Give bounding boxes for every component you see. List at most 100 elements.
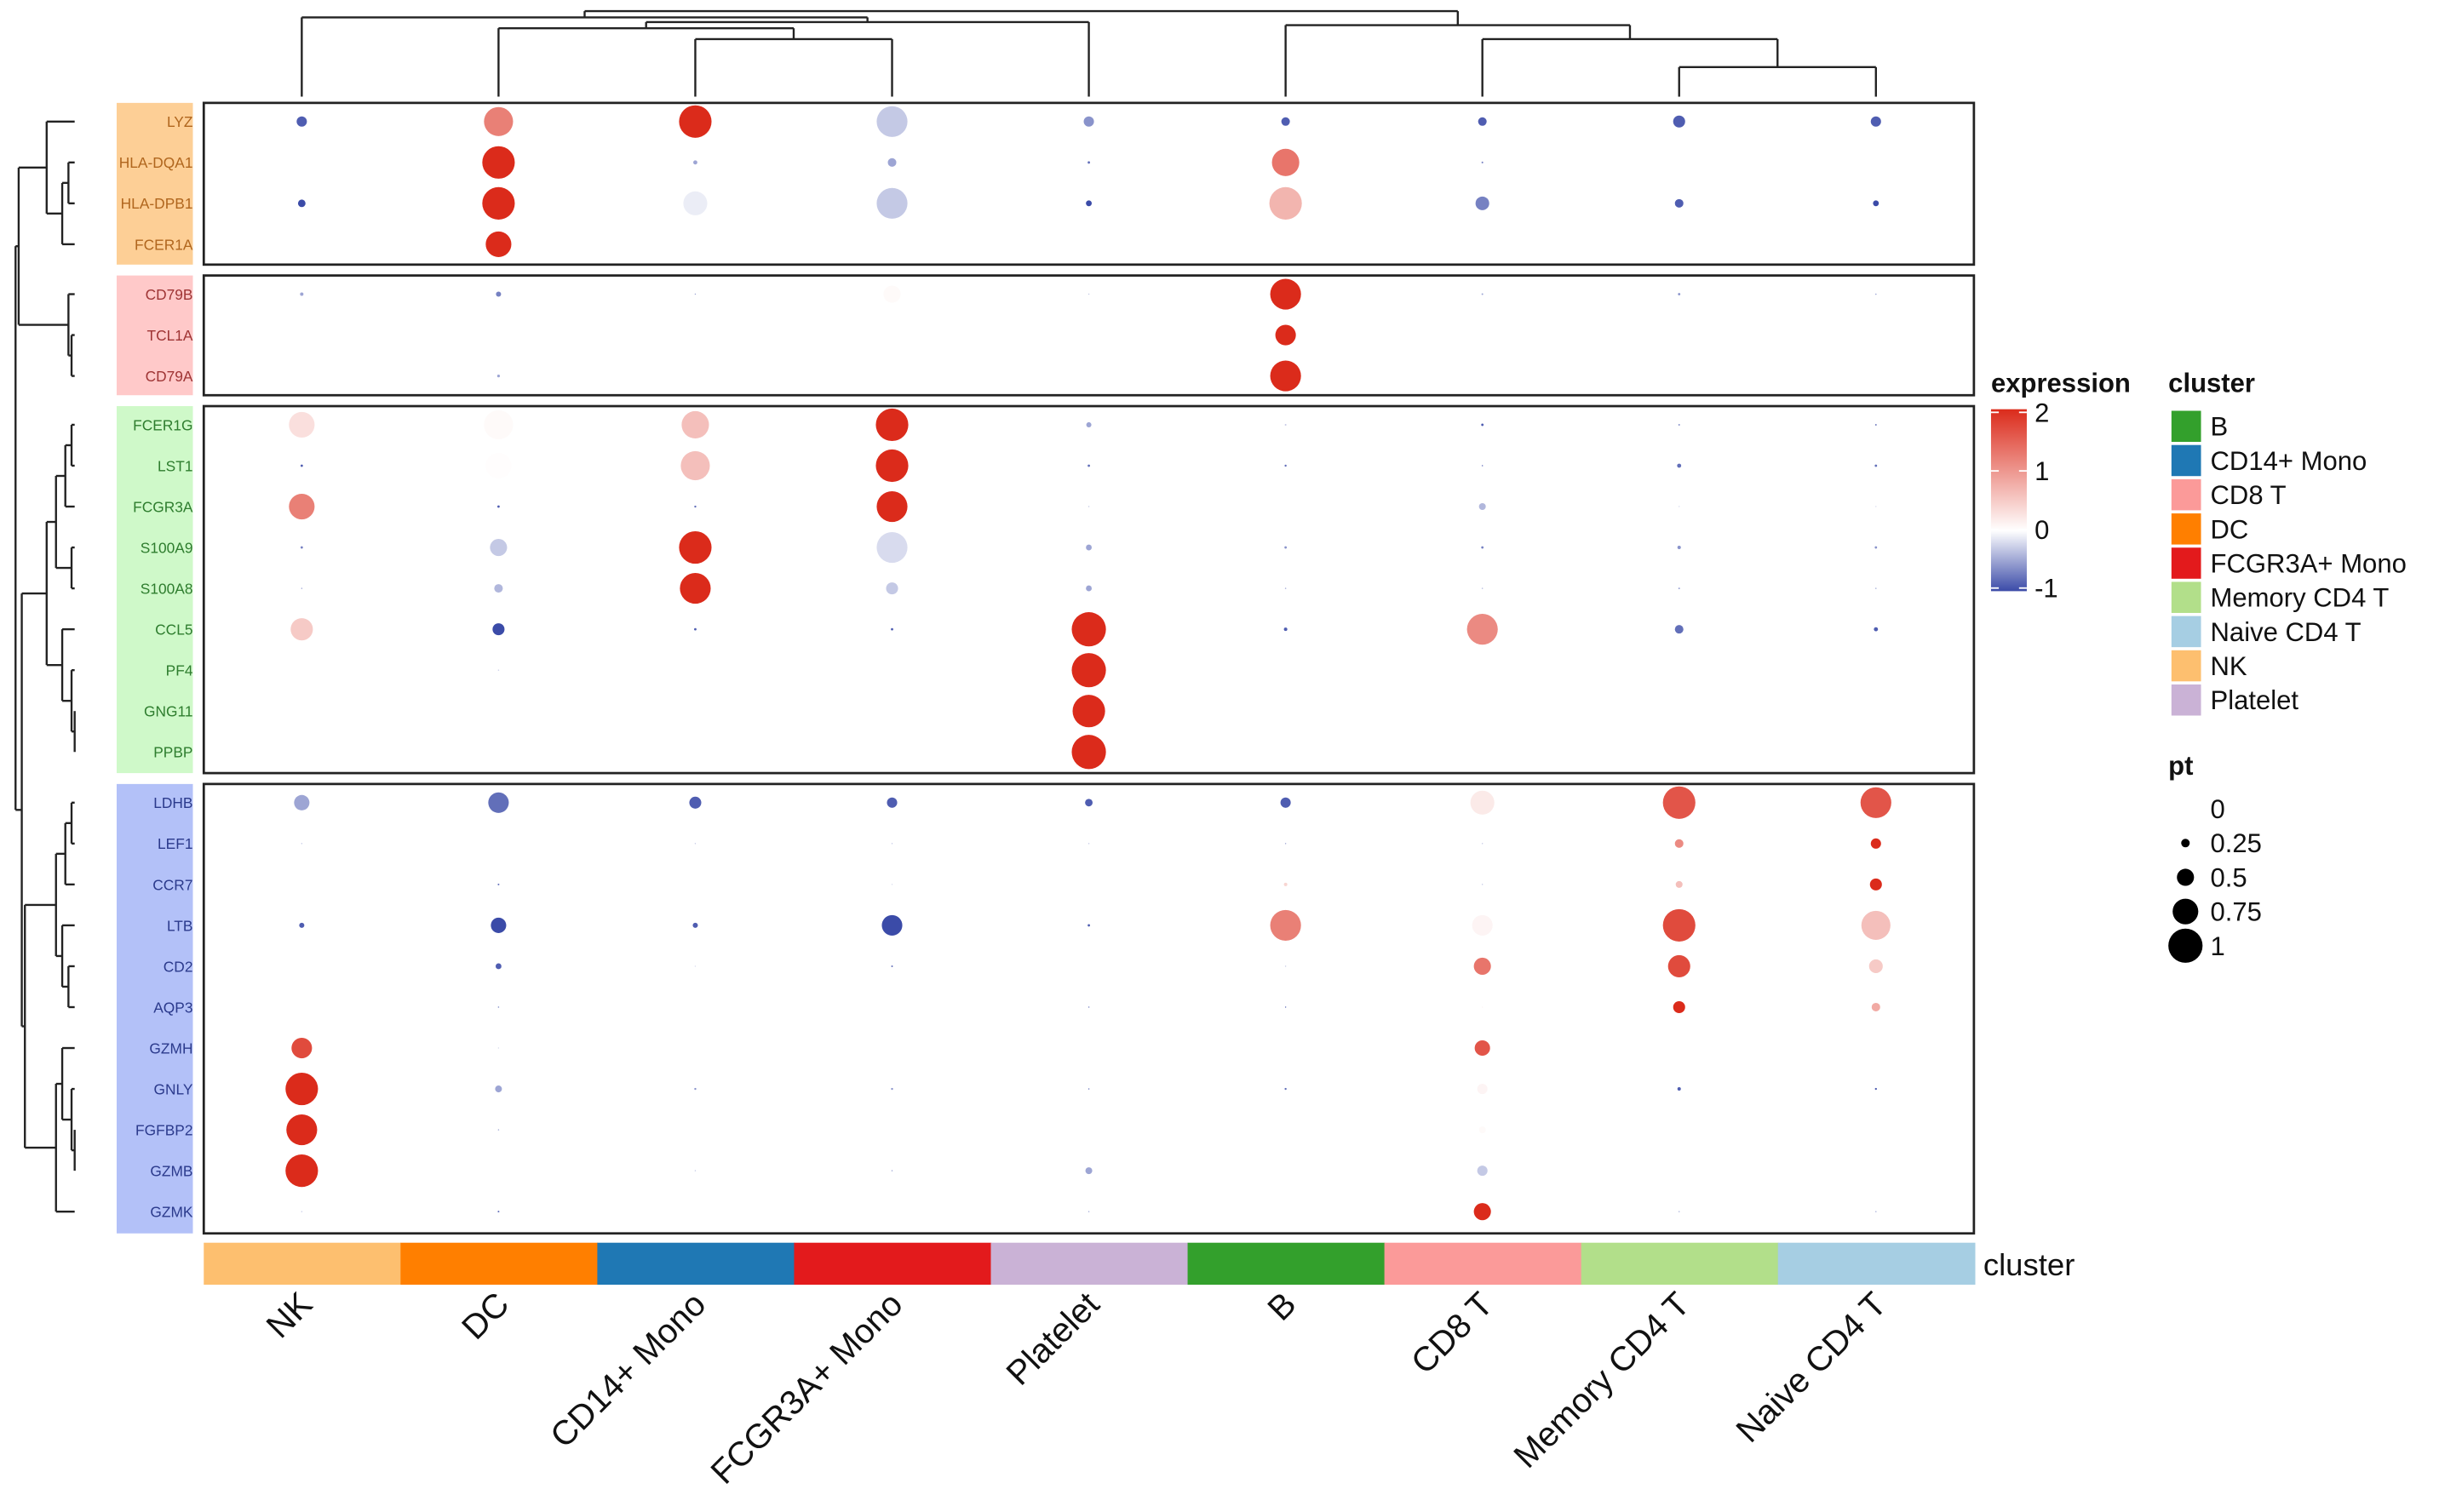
dot-LDHB-Naive CD4 T — [1860, 787, 1891, 818]
dot-CCL5-DC — [492, 623, 505, 636]
dot-PPBP-Naive CD4 T — [1875, 751, 1877, 753]
dot-FGFBP2-Naive CD4 T — [1875, 1129, 1877, 1131]
dot-PF4-CD8 T — [1481, 669, 1483, 671]
dot-GZMB-B — [1284, 1170, 1287, 1171]
dot-HLA-DQA1-Platelet — [1088, 161, 1090, 164]
dot-FCER1G-NK — [289, 411, 315, 438]
dot-HLA-DQA1-Naive CD4 T — [1875, 162, 1877, 163]
gene-label: CD2 — [164, 958, 193, 975]
dot-GNG11-DC — [497, 710, 500, 712]
dot-GZMB-CD14+ Mono — [694, 1170, 697, 1171]
dot-S100A9-FCGR3A+ Mono — [876, 531, 908, 564]
dot-CD2-FCGR3A+ Mono — [891, 965, 893, 967]
dot-LEF1-CD14+ Mono — [694, 843, 697, 845]
dot-S100A8-Naive CD4 T — [1875, 587, 1877, 589]
colorbar-tick-label: 0 — [2034, 515, 2049, 545]
cluster-legend-label: CD8 T — [2211, 480, 2287, 510]
gene-label: PF4 — [166, 662, 193, 679]
expression-legend: expression 2 1 0 -1 — [1990, 369, 2131, 604]
cluster-legend-swatch — [2171, 616, 2201, 648]
dot-S100A9-B — [1284, 546, 1288, 549]
dot-AQP3-Memory CD4 T — [1673, 1000, 1685, 1014]
cluster-bar-cell — [1384, 1242, 1582, 1286]
dot-AQP3-Platelet — [1088, 1006, 1090, 1008]
pt-legend-dot — [2172, 898, 2199, 925]
dot-PPBP-DC — [497, 751, 500, 753]
dot-HLA-DPB1-FCGR3A+ Mono — [876, 187, 908, 219]
colorbar-tick-label: -1 — [2034, 574, 2058, 604]
dot-CCR7-CD14+ Mono — [694, 884, 697, 885]
dot-S100A9-CD14+ Mono — [679, 530, 712, 564]
cluster-legend-title: cluster — [2168, 369, 2255, 398]
expression-legend-title: expression — [1991, 369, 2131, 398]
dot-AQP3-DC — [497, 1006, 500, 1008]
dot-S100A8-CD8 T — [1481, 587, 1483, 589]
cluster-legend-label: Memory CD4 T — [2211, 583, 2390, 613]
dot-LDHB-FCGR3A+ Mono — [887, 797, 898, 808]
dot-FCGR3A-FCGR3A+ Mono — [876, 490, 908, 523]
cluster-legend-label: Platelet — [2211, 685, 2299, 715]
cluster-legend-swatch — [2171, 478, 2201, 511]
dot-FCER1A-Platelet — [1088, 243, 1090, 245]
dot-FCER1G-Platelet — [1086, 421, 1092, 427]
dot-GZMB-Naive CD4 T — [1875, 1170, 1877, 1171]
dot-LST1-B — [1284, 464, 1287, 467]
dot-FCGR3A-DC — [496, 505, 500, 508]
cluster-bar-cell — [1777, 1242, 1976, 1286]
cluster-bar-cell — [400, 1242, 599, 1286]
dot-S100A8-CD14+ Mono — [680, 573, 711, 604]
dot-GNG11-Naive CD4 T — [1875, 710, 1877, 712]
dot-LST1-DC — [485, 452, 512, 479]
dot-GNLY-CD8 T — [1477, 1084, 1488, 1095]
row-block-border — [202, 782, 1976, 1235]
dot-CD2-Naive CD4 T — [1868, 959, 1883, 973]
dot-FCGR3A-CD8 T — [1478, 503, 1486, 511]
dot-LDHB-CD14+ Mono — [689, 796, 702, 809]
dot-CCR7-CD8 T — [1481, 884, 1483, 885]
dot-LEF1-DC — [497, 843, 500, 845]
dot-LDHB-B — [1280, 797, 1291, 808]
row-group-annotation — [116, 275, 193, 396]
dot-CD79B-DC — [496, 291, 502, 297]
cluster-legend-label: DC — [2211, 514, 2249, 544]
dot-FGFBP2-Platelet — [1088, 1129, 1090, 1131]
pt-legend: pt 0 0.25 0.5 0.75 1 — [2168, 751, 2262, 963]
gene-label: FCGR3A — [133, 498, 193, 515]
dot-CD79B-Platelet — [1088, 293, 1090, 295]
dot-FGFBP2-CD14+ Mono — [694, 1129, 697, 1131]
dot-PPBP-CD8 T — [1481, 751, 1483, 753]
gene-label: CD79B — [146, 286, 193, 303]
column-label: Naive CD4 T — [1729, 1285, 1894, 1450]
row-blocks — [202, 101, 1976, 1235]
dot-CD2-B — [1284, 965, 1287, 967]
dot-CD2-NK — [301, 965, 303, 967]
dot-LTB-Naive CD4 T — [1861, 910, 1891, 940]
cluster-legend-label: CD14+ Mono — [2211, 446, 2367, 476]
dot-FCGR3A-NK — [289, 493, 315, 520]
dot-CD2-DC — [495, 963, 502, 970]
gene-label: GNG11 — [144, 703, 193, 720]
dot-PPBP-CD14+ Mono — [694, 751, 697, 753]
cluster-annotation-bar — [204, 1242, 1976, 1286]
gene-label: LEF1 — [158, 835, 192, 852]
row-dendrogram — [14, 120, 76, 1213]
cluster-bar-cell — [794, 1242, 992, 1286]
column-label: B — [1260, 1285, 1304, 1328]
dot-PF4-Platelet — [1071, 653, 1106, 688]
cluster-bar-cell — [1581, 1242, 1779, 1286]
dot-LST1-Naive CD4 T — [1874, 464, 1878, 467]
cluster-bar-cell — [990, 1242, 1189, 1286]
dot-HLA-DQA1-CD8 T — [1481, 161, 1483, 163]
gene-label: LTB — [167, 917, 193, 934]
dot-LST1-Platelet — [1088, 464, 1090, 467]
dot-CCL5-NK — [290, 618, 313, 641]
dot-GNG11-Platelet — [1072, 695, 1105, 728]
dot-CD79B-Naive CD4 T — [1874, 293, 1877, 295]
dot-LEF1-Memory CD4 T — [1674, 839, 1684, 848]
cluster-legend-label: Naive CD4 T — [2211, 617, 2362, 647]
dot-GNG11-CD8 T — [1481, 710, 1483, 712]
dot-LDHB-Memory CD4 T — [1662, 786, 1696, 819]
cluster-bar-cell — [204, 1242, 402, 1286]
dot-S100A9-Memory CD4 T — [1677, 546, 1681, 550]
pt-legend-title: pt — [2168, 751, 2193, 781]
